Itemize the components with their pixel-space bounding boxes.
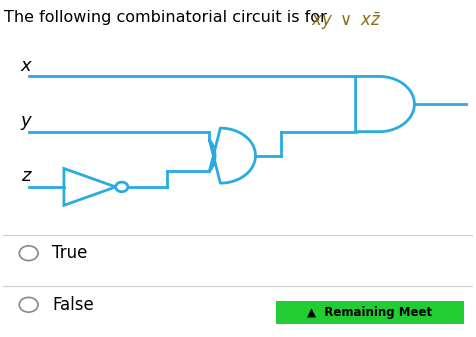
- Text: True: True: [52, 244, 88, 262]
- Text: $xy\ \vee\ x\bar{z}$: $xy\ \vee\ x\bar{z}$: [311, 10, 381, 32]
- Text: ▲  Remaining Meet: ▲ Remaining Meet: [307, 306, 432, 319]
- Text: y: y: [20, 112, 31, 130]
- Text: The following combinatorial circuit is for: The following combinatorial circuit is f…: [4, 10, 327, 25]
- Text: z: z: [20, 167, 30, 185]
- FancyBboxPatch shape: [276, 301, 464, 324]
- Text: x: x: [20, 57, 31, 74]
- Text: False: False: [52, 296, 94, 314]
